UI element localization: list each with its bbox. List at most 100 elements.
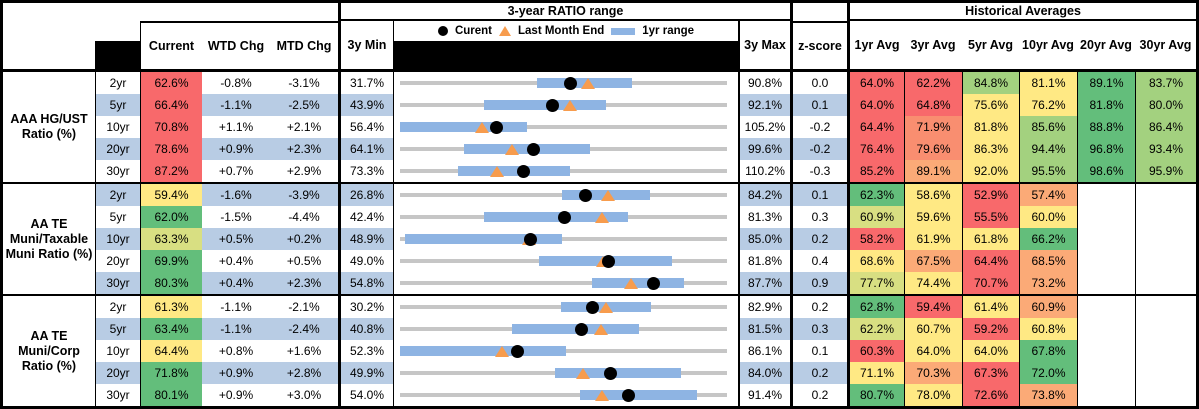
three-year-min-cell: 56.4%: [338, 116, 393, 138]
z-score-cell: -0.2: [790, 116, 847, 138]
tenor-cell: 2yr: [95, 296, 140, 318]
last-month-end-triangle-icon: [594, 212, 609, 223]
z-score-cell: 0.2: [790, 384, 847, 406]
range-chart-cell: [393, 94, 738, 116]
historical-avg-cell: [1135, 362, 1196, 384]
last-month-end-triangle-icon: [593, 324, 608, 335]
historical-avg-cell: 70.3%: [904, 362, 962, 384]
tenor-cell: 5yr: [95, 318, 140, 340]
historical-avg-cell: 68.6%: [847, 250, 904, 272]
historical-avg-cell: 80.7%: [847, 384, 904, 406]
current-value-cell: 70.8%: [140, 116, 202, 138]
wtd-chg-cell: +0.5%: [202, 228, 270, 250]
wtd-chg-cell: +0.7%: [218, 164, 254, 178]
last-month-end-triangle-icon: [623, 278, 638, 289]
current-dot-icon: [601, 254, 615, 268]
historical-avg-cell: [1135, 340, 1196, 362]
header-avg-col-20yr: 20yr Avg: [1080, 38, 1132, 52]
one-year-range-bar: [404, 234, 563, 244]
three-year-range-track: [400, 237, 727, 241]
wtd-chg-cell: +0.4%: [218, 254, 254, 268]
historical-avg-cell: 60.8%: [1019, 318, 1077, 340]
header-wtd-chg: WTD Chg: [202, 21, 270, 69]
wtd-chg-cell: +1.1%: [218, 120, 254, 134]
three-year-max-cell: 81.5%: [738, 318, 790, 340]
historical-avg-cell: 57.4%: [1019, 184, 1077, 206]
historical-avg-cell: 62.8%: [847, 296, 904, 318]
historical-avg-cell: 60.9%: [847, 206, 904, 228]
tenor-cell: 10yr: [95, 116, 140, 138]
current-dot-icon: [575, 322, 589, 336]
last-month-end-triangle-icon: [576, 368, 591, 379]
historical-avg-cell: 70.7%: [962, 272, 1019, 294]
wtd-chg-cell: +0.9%: [202, 138, 270, 160]
three-year-range-track: [400, 125, 727, 129]
range-chart-cell: [393, 184, 738, 206]
group-label: AA TE Muni/Taxable Muni Ratio (%): [5, 216, 93, 261]
z-score-cell: 0.1: [790, 94, 847, 116]
current-dot-icon: [489, 120, 503, 134]
current-dot-icon: [646, 276, 660, 290]
header-ratio-range-title: 3-year RATIO range: [338, 3, 790, 21]
historical-avg-cell: [1135, 250, 1196, 272]
legend-current-label: Curent: [454, 25, 493, 37]
historical-avg-cell: [1135, 296, 1196, 318]
one-year-range-bar: [591, 278, 685, 288]
z-score-cell: 0.3: [790, 318, 847, 340]
current-value-cell: 69.9%: [140, 250, 202, 272]
last-month-end-triangle-icon: [594, 390, 609, 401]
historical-avg-cell: 60.9%: [1019, 296, 1077, 318]
z-score-cell: 0.2: [790, 362, 847, 384]
wtd-chg-cell: -1.1%: [202, 94, 270, 116]
historical-avg-cell: 64.0%: [962, 340, 1019, 362]
current-value-cell: 80.3%: [140, 272, 202, 294]
mtd-chg-cell: +1.6%: [286, 344, 322, 358]
mtd-chg-cell: -2.5%: [270, 94, 338, 116]
z-score-cell: 0.3: [790, 206, 847, 228]
range-chart-cell: [393, 250, 738, 272]
last-month-end-triangle-icon: [490, 166, 505, 177]
historical-avg-cell: 80.0%: [1135, 94, 1196, 116]
range-chart-cell: [393, 116, 738, 138]
mtd-chg-cell: -4.4%: [288, 210, 320, 224]
range-chart-cell: [393, 138, 738, 160]
z-score-cell: 0.1: [790, 184, 847, 206]
group-label: AAA HG/UST Ratio (%): [10, 112, 88, 141]
tenor-cell: 30yr: [95, 384, 140, 406]
historical-avg-cell: 86.3%: [962, 138, 1019, 160]
historical-avg-cell: 84.8%: [962, 72, 1019, 94]
historical-avg-cell: 62.2%: [847, 318, 904, 340]
historical-avg-cell: 89.1%: [1077, 72, 1135, 94]
three-year-max-cell: 91.4%: [738, 384, 790, 406]
mtd-chg-cell: +2.9%: [286, 164, 322, 178]
three-year-range-track: [400, 281, 727, 285]
historical-avg-cell: 61.8%: [962, 228, 1019, 250]
historical-avg-cell: 73.8%: [1019, 384, 1077, 406]
historical-avg-cell: 58.6%: [904, 184, 962, 206]
range-chart-cell: [393, 72, 738, 94]
current-value-cell: 63.3%: [140, 228, 202, 250]
header-avg-col-5yr: 5yr Avg: [968, 38, 1013, 52]
three-year-min-cell: 43.9%: [338, 94, 393, 116]
z-score-cell: 0.2: [790, 296, 847, 318]
header-zscore-spacer: [790, 3, 847, 21]
three-year-max-cell: 82.9%: [738, 296, 790, 318]
historical-avg-cell: 85.6%: [1019, 116, 1077, 138]
mtd-chg-cell: +2.3%: [270, 138, 338, 160]
three-year-min-cell: 73.3%: [338, 160, 393, 182]
historical-avg-cell: [1077, 340, 1135, 362]
last-month-end-triangle-icon: [475, 122, 490, 133]
historical-avg-cell: [1077, 362, 1135, 384]
historical-avg-cell: [1077, 228, 1135, 250]
historical-avg-cell: [1077, 250, 1135, 272]
historical-avg-cell: 59.6%: [904, 206, 962, 228]
three-year-min-cell: 54.8%: [338, 272, 393, 294]
z-score-cell: -0.3: [790, 160, 847, 182]
historical-avg-cell: 81.8%: [962, 116, 1019, 138]
header-current: Current: [140, 21, 202, 69]
historical-avg-cell: 61.9%: [904, 228, 962, 250]
wtd-chg-cell: -1.5%: [220, 210, 252, 224]
three-year-min-cell: 48.9%: [338, 228, 393, 250]
historical-avg-cell: 74.4%: [904, 272, 962, 294]
historical-avg-cell: [1135, 184, 1196, 206]
